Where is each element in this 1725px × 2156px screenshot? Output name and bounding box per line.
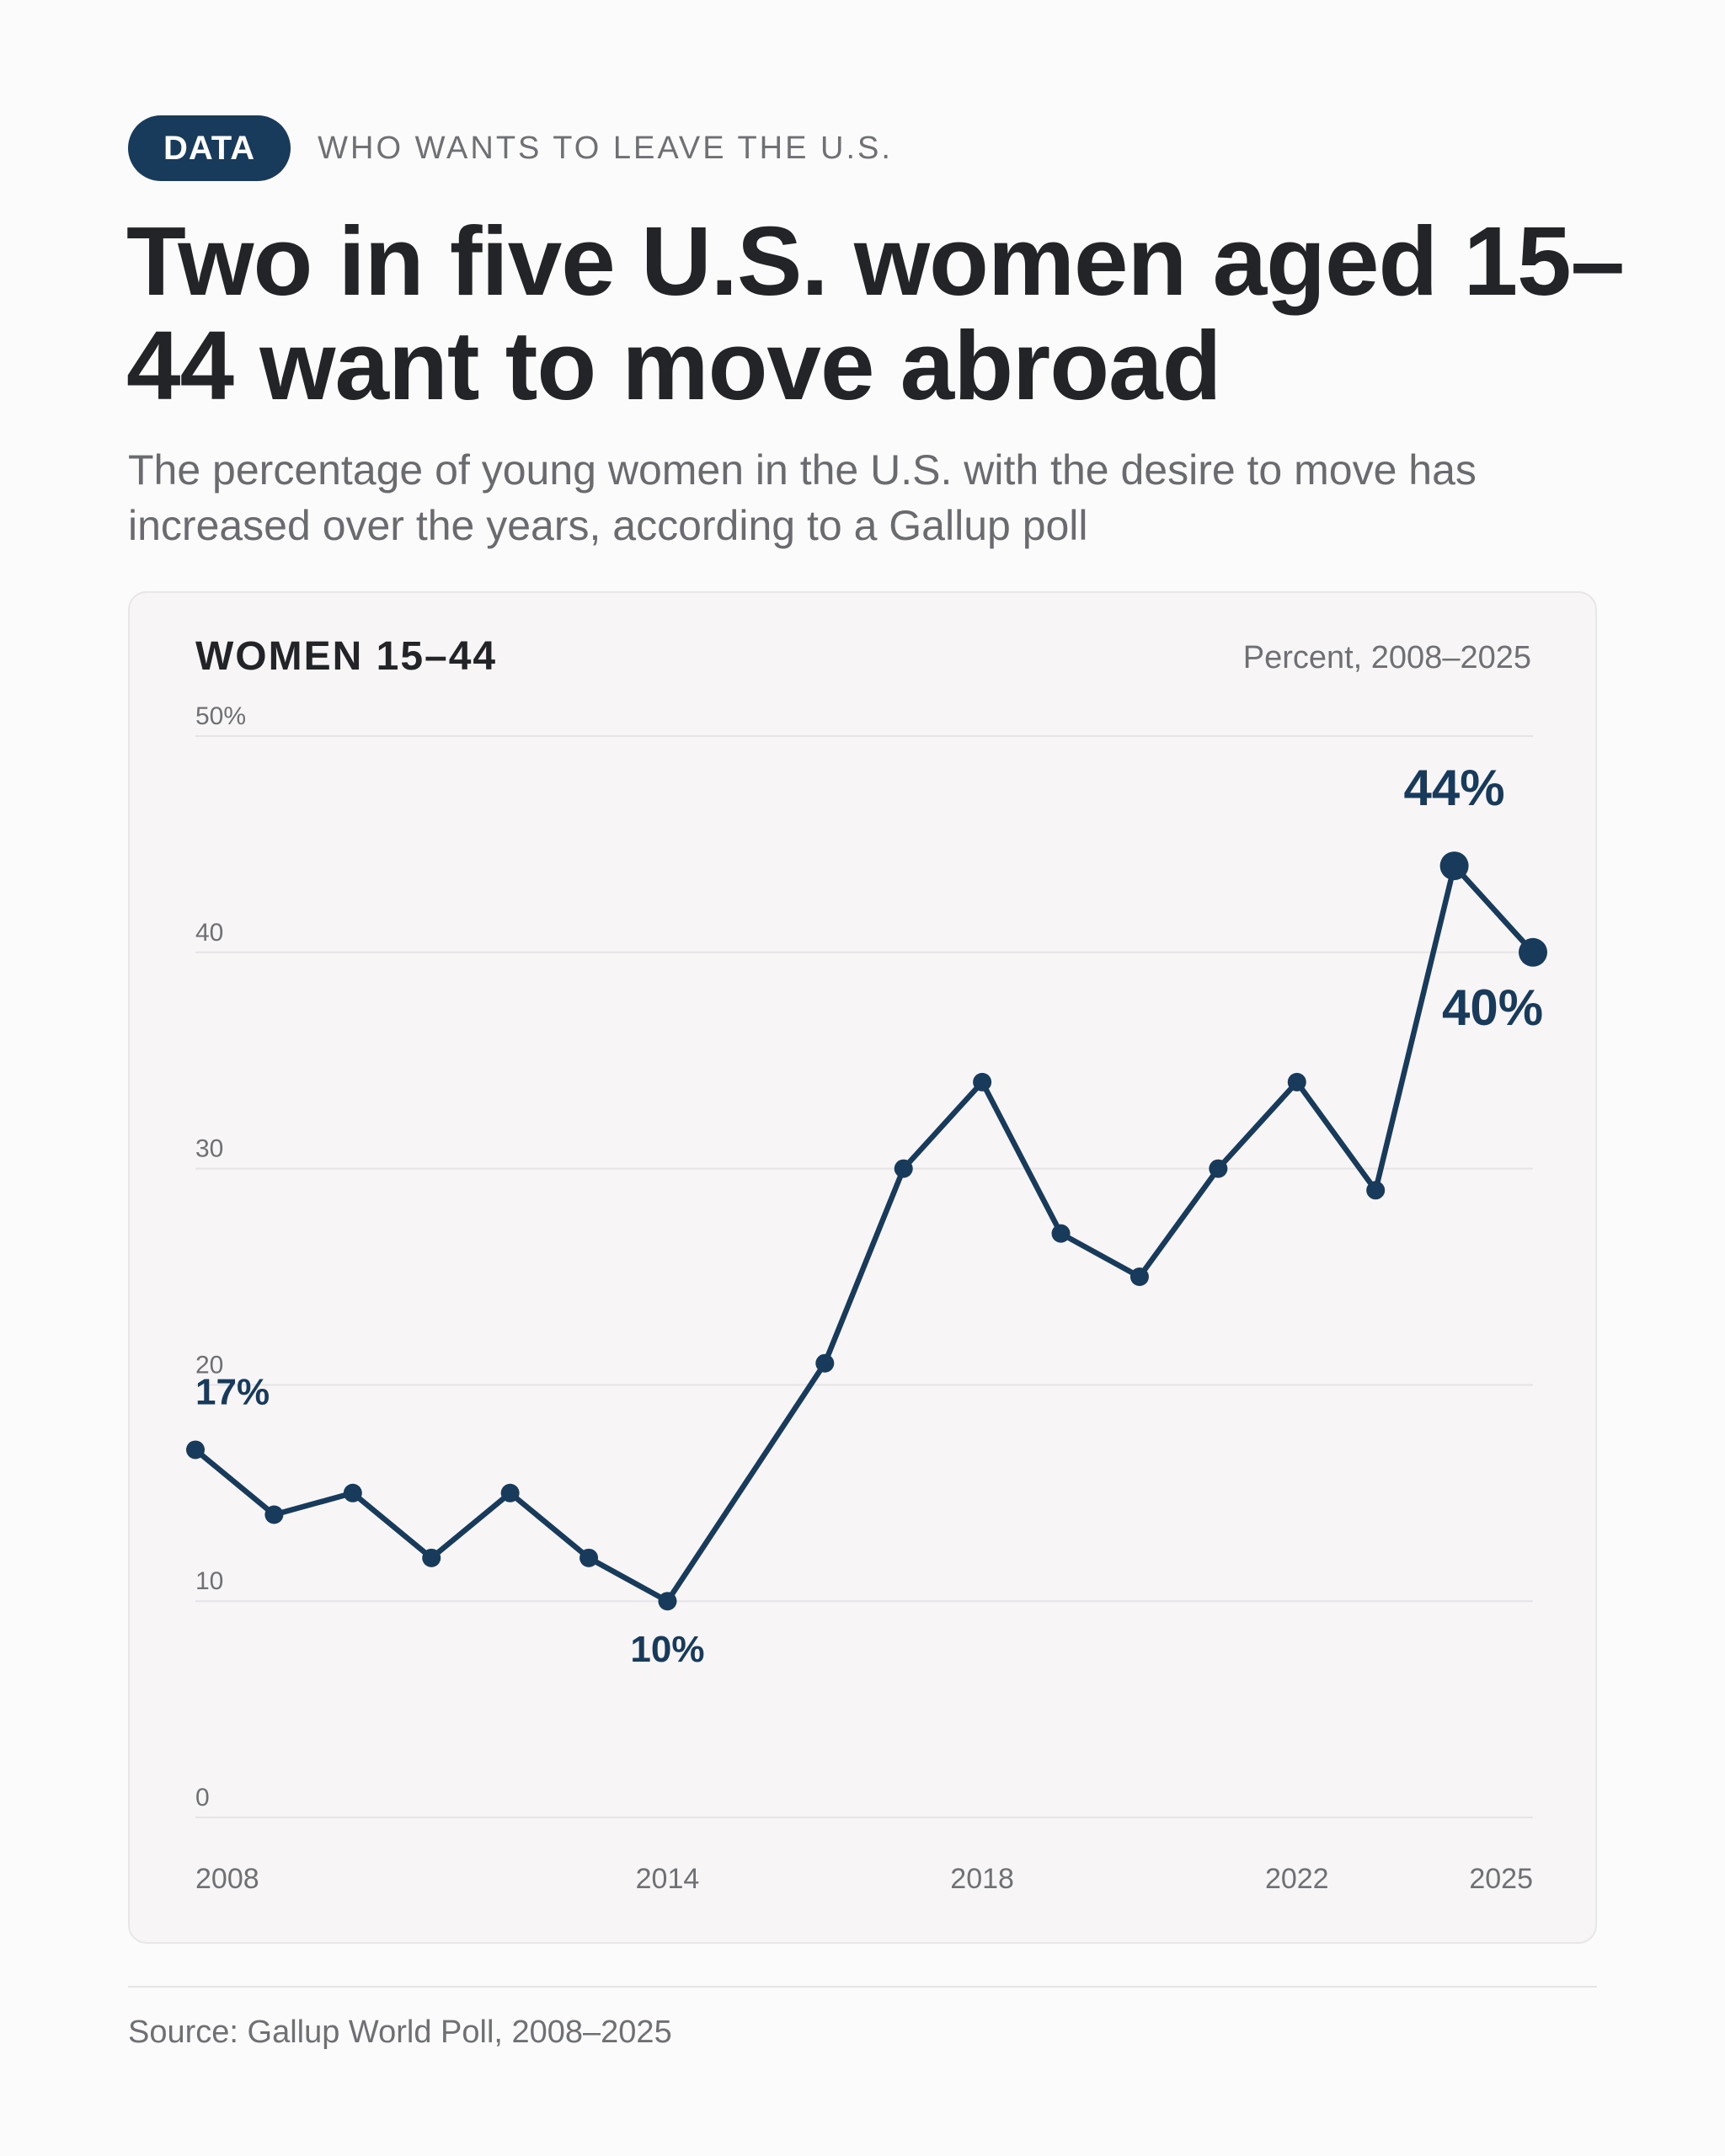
x-tick-label: 2025 <box>1469 1863 1533 1895</box>
y-tick-label: 20 <box>195 1351 223 1379</box>
data-point <box>579 1548 599 1567</box>
data-point <box>973 1072 992 1091</box>
kicker: DATA WHO WANTS TO LEAVE THE U.S. <box>128 115 893 181</box>
kicker-text: WHO WANTS TO LEAVE THE U.S. <box>318 130 893 166</box>
data-badge: DATA <box>128 115 291 181</box>
data-point <box>1366 1181 1386 1200</box>
source-note: Source: Gallup World Poll, 2008–2025 <box>128 2015 672 2050</box>
y-tick-label: 40 <box>195 919 223 947</box>
chart-card: WOMEN 15–44 Percent, 2008–2025 0 10 20 30 40… <box>128 591 1597 1944</box>
y-tick-label: 30 <box>195 1135 223 1163</box>
data-point <box>186 1440 205 1460</box>
data-point <box>1130 1267 1149 1286</box>
data-label: 44% <box>1404 760 1505 816</box>
data-point <box>422 1548 441 1567</box>
y-tick-label: 0 <box>195 1784 210 1812</box>
y-tick-label: 10 <box>195 1567 223 1595</box>
highlight-point <box>1439 851 1469 881</box>
footer-divider <box>128 1986 1597 1988</box>
data-point <box>658 1592 677 1611</box>
headline: Two in five U.S. women aged 15–44 want t… <box>126 206 1625 420</box>
line-chart: 0 10 20 30 40 50% 2008 2014 2018 2022 2025 17% 10% 44… <box>186 702 1547 1895</box>
data-point <box>500 1483 520 1502</box>
x-tick-label: 2022 <box>1265 1863 1329 1895</box>
data-point <box>1287 1072 1306 1091</box>
data-point <box>894 1159 913 1178</box>
x-tick-label: 2018 <box>950 1863 1014 1895</box>
y-tick-label: 50% <box>195 702 246 730</box>
data-label: 40% <box>1442 979 1543 1036</box>
subtitle: The percentage of young women in the U.S… <box>128 446 1477 549</box>
data-label: 17% <box>195 1371 270 1412</box>
highlight-point <box>1519 937 1547 967</box>
data-point <box>343 1483 362 1502</box>
x-tick-label: 2014 <box>636 1863 700 1895</box>
x-tick-label: 2008 <box>195 1863 259 1895</box>
chart-unit-label: Percent, 2008–2025 <box>1242 640 1531 675</box>
data-point <box>264 1505 284 1524</box>
data-point <box>1051 1224 1071 1243</box>
data-point <box>1209 1159 1228 1178</box>
data-point <box>815 1353 835 1373</box>
chart-title: WOMEN 15–44 <box>195 634 498 679</box>
series-line <box>192 862 1536 1604</box>
data-label: 10% <box>630 1629 704 1670</box>
